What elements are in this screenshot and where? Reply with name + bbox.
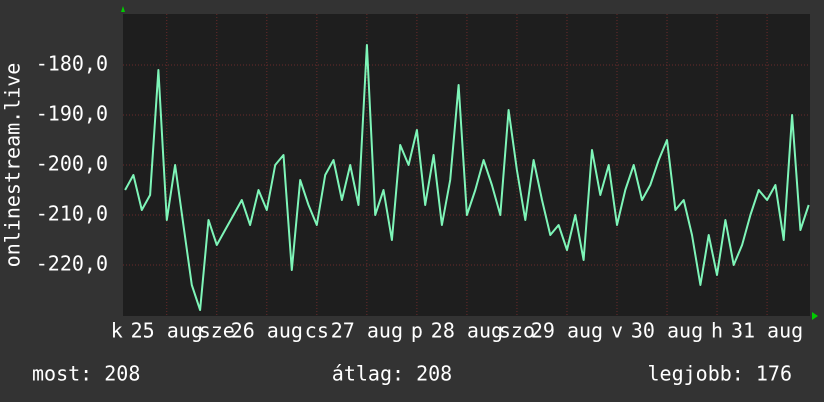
y-tick-label: -180,0 [36,52,108,76]
x-tick-label: 28 aug [431,319,503,343]
x-tick-label: p [411,319,423,343]
y-tick-label: -200,0 [36,152,108,176]
x-axis-arrow [812,312,818,320]
x-tick-label: 27 aug [331,319,403,343]
y-axis-label: onlinestream.live [1,63,25,268]
y-tick-label: -220,0 [36,252,108,276]
x-tick-label: 26 aug [231,319,303,343]
x-tick-label: v [611,319,623,343]
stat-best: legjobb: 176 [648,362,793,386]
x-tick-label: szo [499,319,535,343]
y-axis-arrow [121,6,125,12]
y-tick-label: -190,0 [36,102,108,126]
x-tick-label: 31 aug [731,319,803,343]
data-line [124,44,810,311]
stat-average: átlag: 208 [332,362,452,386]
x-tick-label: 25 aug [131,319,203,343]
x-tick-label: k [111,319,123,343]
y-tick-label: -210,0 [36,202,108,226]
x-tick-label: h [711,319,723,343]
x-tick-label: sze [199,319,235,343]
x-tick-label: 29 aug [531,319,603,343]
x-tick-label: 30 aug [631,319,703,343]
x-tick-label: cs [305,319,329,343]
stat-current: most: 208 [32,362,140,386]
